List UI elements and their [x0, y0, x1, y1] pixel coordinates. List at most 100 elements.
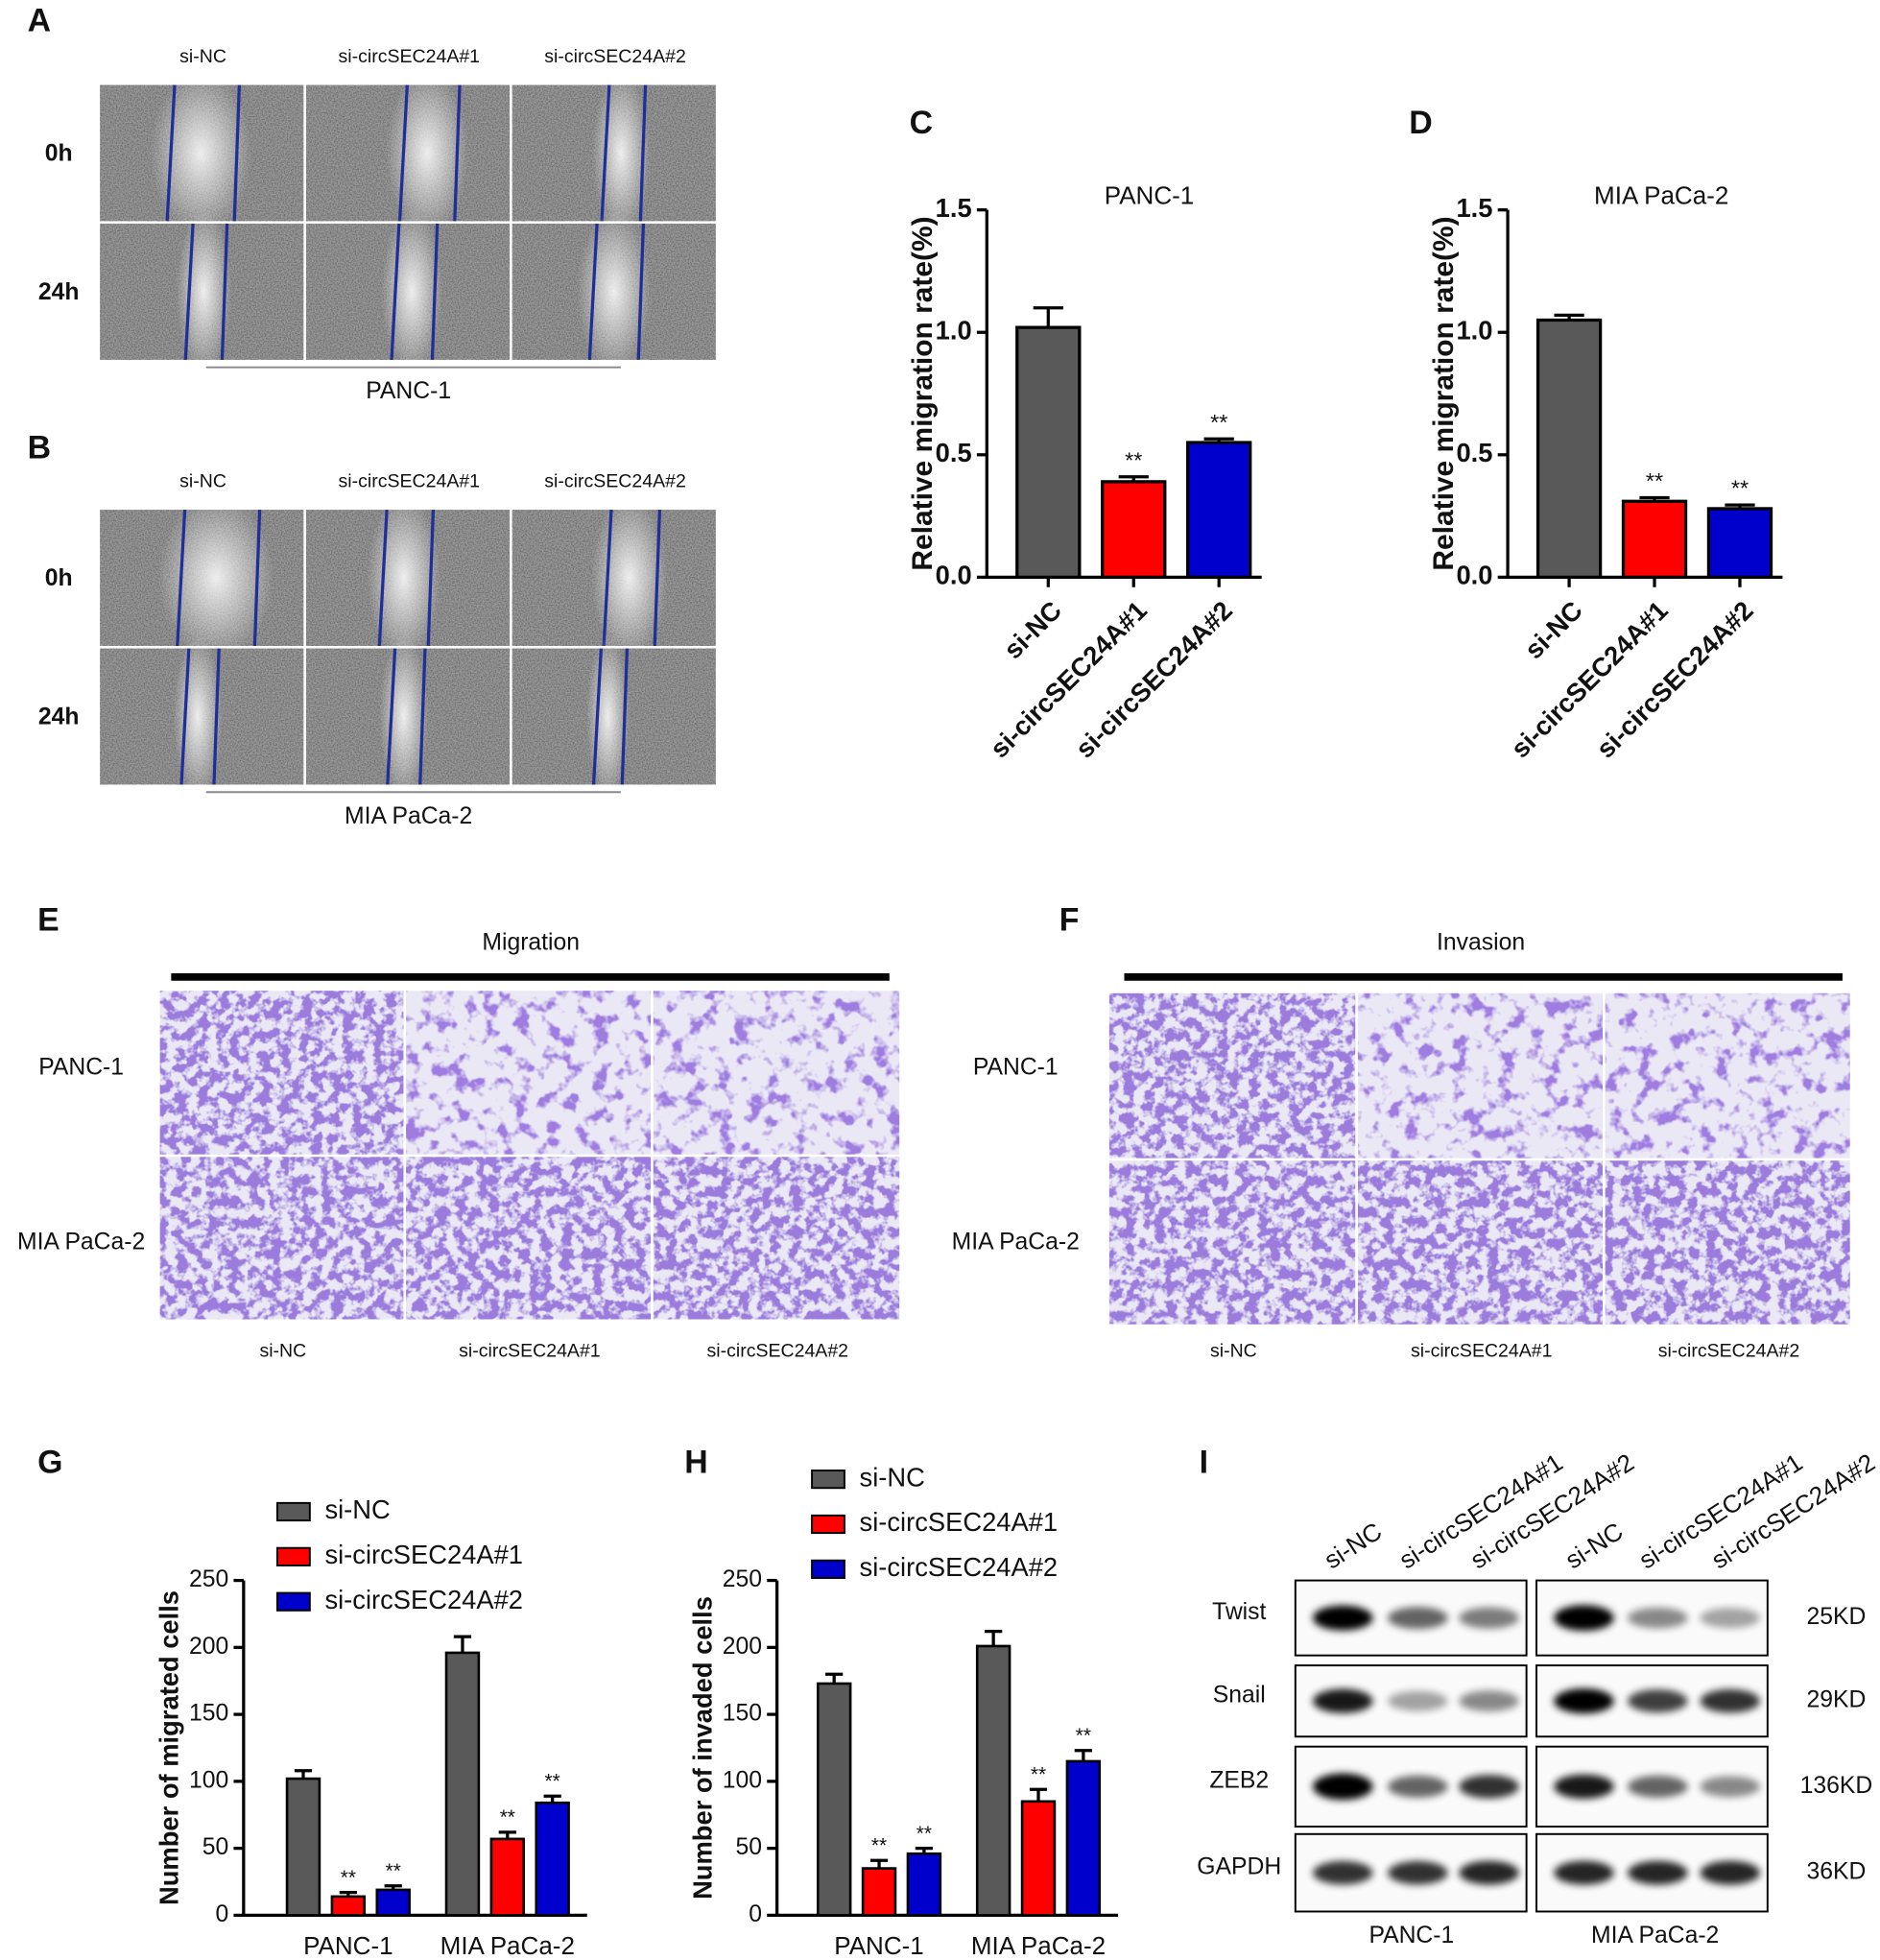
wound-glow — [150, 71, 251, 235]
label: si-circSEC24A#2 — [1658, 1341, 1800, 1362]
x-tick-label: si-circSEC24A#1 — [984, 595, 1153, 764]
lane-label: si-NC — [1319, 1517, 1387, 1575]
wound-edge — [602, 509, 613, 647]
wound-edge — [638, 84, 648, 222]
band — [1313, 1688, 1373, 1713]
error-bar — [985, 1629, 1003, 1646]
panel-label: H — [684, 1444, 707, 1480]
label: MIA PaCa-2 — [17, 1230, 145, 1255]
label: si-NC — [179, 46, 226, 67]
y-tick-label: 0.0 — [1456, 561, 1492, 590]
micrograph — [1605, 992, 1850, 1159]
wound-edge — [220, 223, 229, 360]
wound-edge — [418, 648, 427, 785]
label: si-circSEC24A#2 — [707, 1341, 849, 1362]
label: 25KD — [1806, 1604, 1866, 1630]
y-tick-label: 0.0 — [936, 561, 972, 590]
band — [1554, 1860, 1614, 1885]
label: 0h — [45, 140, 73, 166]
y-tick-label: 150 — [723, 1701, 762, 1727]
label: GAPDH — [1197, 1853, 1281, 1879]
micrograph — [653, 1157, 900, 1320]
wound-edge — [453, 84, 462, 222]
y-tick-label: 250 — [189, 1566, 228, 1592]
legend-swatch — [276, 1591, 311, 1612]
error-bar — [294, 1769, 313, 1780]
label: MIA PaCa-2 — [952, 1230, 1080, 1255]
band — [1459, 1607, 1519, 1629]
legend-swatch — [811, 1470, 845, 1490]
label: 0h — [45, 565, 73, 591]
band — [1554, 1774, 1614, 1799]
legend-swatch — [276, 1501, 311, 1522]
bar — [1065, 1759, 1102, 1917]
band — [1628, 1607, 1688, 1629]
wound-edge — [600, 84, 611, 222]
wound-edge — [212, 648, 221, 785]
band — [1313, 1605, 1373, 1631]
lane-label: si-NC — [1560, 1517, 1629, 1575]
bar — [375, 1888, 411, 1917]
label: Snail — [1213, 1682, 1266, 1708]
wound-edge — [426, 510, 436, 647]
bar — [330, 1895, 367, 1917]
wound-glow — [586, 634, 630, 799]
y-axis-label: Relative migration rate(%) — [907, 216, 939, 570]
y-tick-label: 0 — [215, 1901, 228, 1927]
wound-edge — [165, 84, 177, 222]
label: PANC-1 — [1368, 1923, 1454, 1948]
chart-title: PANC-1 — [1105, 181, 1194, 210]
panel-label: F — [1059, 902, 1080, 939]
bar — [535, 1801, 570, 1917]
band — [1388, 1860, 1448, 1885]
y-tick-label: 1.5 — [1456, 193, 1492, 223]
wound-edge — [397, 84, 409, 222]
y-tick-label: 250 — [723, 1566, 762, 1592]
wound-edge — [377, 509, 389, 647]
band — [1388, 1607, 1448, 1630]
wound-edge — [232, 84, 242, 222]
y-tick-label: 1.0 — [1456, 315, 1492, 345]
panel-label: G — [37, 1444, 62, 1480]
bar — [1015, 325, 1082, 579]
label: ZEB2 — [1209, 1768, 1269, 1794]
error-bar — [1029, 1787, 1048, 1802]
micrograph — [159, 1157, 404, 1320]
bar — [1101, 480, 1167, 579]
x-tick-label: si-NC — [1518, 595, 1587, 664]
wound-edge — [591, 648, 603, 785]
panel-label: B — [28, 430, 51, 466]
error-bar — [825, 1672, 844, 1685]
bar — [1621, 499, 1688, 579]
y-axis-label: Number of invaded cells — [687, 1596, 717, 1900]
label: si-NC — [179, 471, 226, 492]
significance: ** — [871, 1834, 887, 1856]
label: si-circSEC24A#1 — [339, 46, 481, 67]
y-tick-label: 150 — [189, 1701, 228, 1727]
wound-edge — [179, 648, 191, 785]
wound-edge — [390, 223, 401, 360]
wound-edge — [183, 223, 195, 360]
wound-edge — [176, 509, 187, 647]
panel-label: C — [910, 105, 933, 141]
wound-edge — [587, 223, 599, 360]
legend-label: si-NC — [860, 1462, 925, 1492]
label: 24h — [38, 279, 80, 305]
significance: ** — [386, 1860, 401, 1882]
band — [1388, 1775, 1448, 1798]
error-bar — [1033, 306, 1063, 328]
micrograph — [1357, 1160, 1604, 1325]
label: 24h — [38, 704, 80, 729]
legend-swatch — [811, 1514, 845, 1535]
bar — [816, 1682, 852, 1917]
bar — [285, 1777, 321, 1917]
micrograph — [159, 991, 404, 1155]
micrograph — [406, 991, 652, 1155]
band — [1700, 1776, 1761, 1798]
band — [1459, 1775, 1519, 1799]
label: PANC-1 — [38, 1054, 124, 1080]
legend-label: si-circSEC24A#1 — [860, 1507, 1059, 1537]
x-tick-label: si-NC — [998, 595, 1067, 664]
micrograph — [653, 991, 900, 1155]
